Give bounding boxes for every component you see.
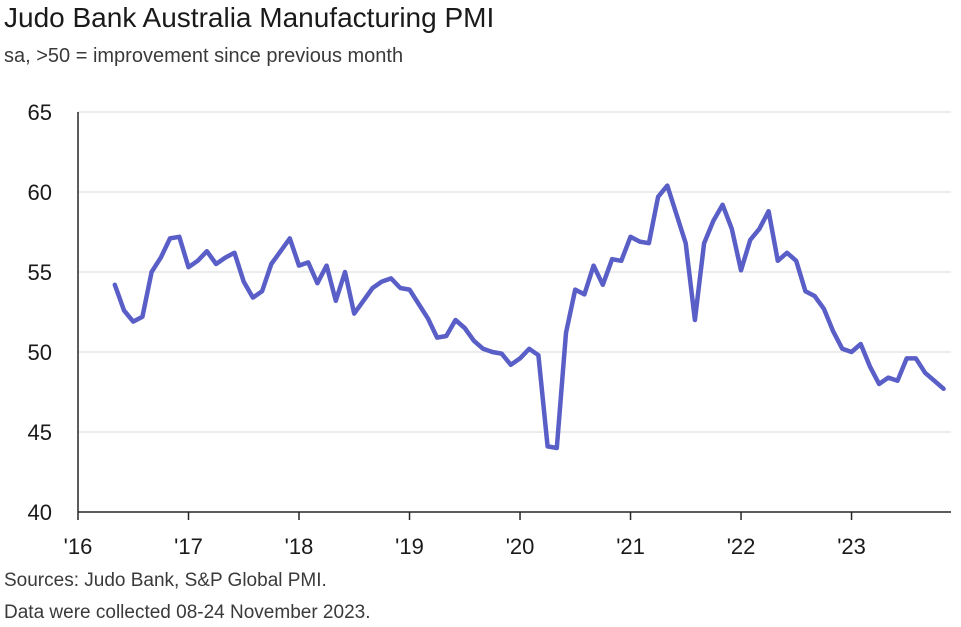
y-tick-label: 55 xyxy=(28,260,52,285)
x-tick-label: '21 xyxy=(616,534,645,559)
y-tick-label: 40 xyxy=(28,500,52,525)
x-tick-labels: '16 '17 '18 '19 '20 '21 '22 '23 xyxy=(64,534,866,559)
y-tick-label: 45 xyxy=(28,420,52,445)
x-tick-label: '19 xyxy=(395,534,424,559)
axes xyxy=(77,112,951,520)
y-tick-labels: 40 45 50 55 60 65 xyxy=(28,100,52,525)
chart-subtitle: sa, >50 = improvement since previous mon… xyxy=(4,45,404,67)
data-collection-note: Data were collected 08-24 November 2023. xyxy=(4,602,371,623)
y-tick-label: 60 xyxy=(28,180,52,205)
x-tick-label: '20 xyxy=(506,534,535,559)
grid-lines xyxy=(78,111,951,433)
series-line-pmi xyxy=(112,183,946,451)
x-tick-label: '18 xyxy=(285,534,314,559)
x-tick-label: '22 xyxy=(727,534,756,559)
chart-title: Judo Bank Australia Manufacturing PMI xyxy=(4,2,495,33)
y-tick-label: 65 xyxy=(28,100,52,125)
y-tick-label: 50 xyxy=(28,340,52,365)
pmi-line-chart: 40 45 50 55 60 65 '16 '17 '18 '19 '20 '21 '22 '23 xyxy=(28,100,951,559)
series-layer xyxy=(112,183,946,451)
x-tick-label: '23 xyxy=(837,534,866,559)
x-tick-label: '17 xyxy=(174,534,203,559)
x-tick-label: '16 xyxy=(64,534,93,559)
sources-note: Sources: Judo Bank, S&P Global PMI. xyxy=(4,570,327,591)
